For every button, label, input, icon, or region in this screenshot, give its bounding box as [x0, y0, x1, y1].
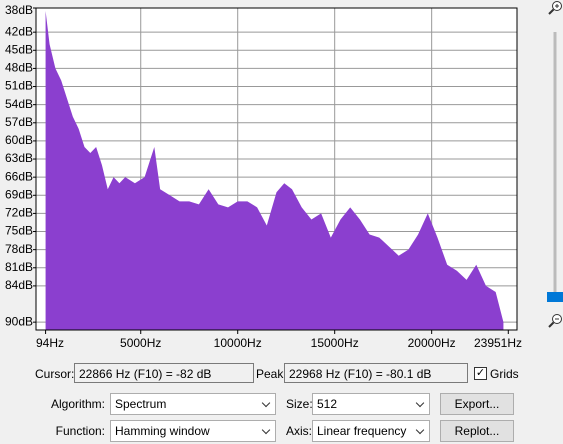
algorithm-select[interactable]: Spectrum: [110, 393, 276, 415]
y-tick-label: 90dB: [5, 314, 33, 328]
y-tick-label: 84dB: [5, 278, 33, 292]
y-tick-label: 75dB: [5, 224, 33, 238]
y-tick-label: 48dB: [5, 61, 33, 75]
x-tick-label: 20000Hz: [408, 336, 456, 350]
cursor-field: 22866 Hz (F10) = -82 dB: [74, 363, 254, 383]
x-tick-label: 23951Hz: [474, 336, 522, 350]
y-tick-label: 81dB: [5, 260, 33, 274]
size-select[interactable]: 512: [312, 393, 430, 415]
y-tick-label: 51dB: [5, 79, 33, 93]
grids-label: Grids: [490, 367, 519, 381]
x-tick-label: 10000Hz: [214, 336, 262, 350]
peak-label: Peak:: [256, 367, 287, 381]
y-tick-label: 66dB: [5, 169, 33, 183]
plot-frame: [35, 7, 518, 331]
size-label: Size:: [286, 397, 313, 411]
x-tick-label: 15000Hz: [311, 336, 359, 350]
zoom-out-icon[interactable]: [548, 314, 562, 328]
grids-checkbox[interactable]: ✓: [474, 367, 487, 380]
y-tick-label: 57dB: [5, 115, 33, 129]
zoom-slider[interactable]: [547, 32, 563, 302]
x-tick-label: 5000Hz: [120, 336, 161, 350]
y-tick-label: 42dB: [5, 24, 33, 38]
function-label: Function:: [55, 424, 105, 438]
y-tick-label: 78dB: [5, 242, 33, 256]
replot-button[interactable]: Replot...: [440, 420, 514, 442]
spectrum-area: [45, 11, 504, 331]
y-tick-label: 54dB: [5, 97, 33, 111]
axis-select[interactable]: Linear frequency: [312, 420, 430, 442]
y-tick-label: 38dB: [5, 3, 33, 17]
y-tick-label: 69dB: [5, 187, 33, 201]
y-tick-label: 63dB: [5, 151, 33, 165]
chart: 38dB 42dB 45dB 48dB 51dB 54dB 57dB 60dB 63dB 66dB…: [5, 1, 563, 350]
peak-field: 22968 Hz (F10) = -80.1 dB: [284, 363, 468, 383]
y-tick-label: 72dB: [5, 206, 33, 220]
y-tick-label: 60dB: [5, 133, 33, 147]
export-button[interactable]: Export...: [440, 393, 514, 415]
algorithm-label: Algorithm:: [50, 397, 105, 411]
cursor-label: Cursor:: [35, 367, 75, 381]
function-select[interactable]: Hamming window: [110, 420, 276, 442]
axis-label: Axis:: [286, 424, 313, 438]
zoom-in-icon[interactable]: [548, 1, 562, 15]
y-tick-label: 45dB: [5, 42, 33, 56]
x-tick-label: 94Hz: [36, 336, 64, 350]
slider-thumb[interactable]: [547, 292, 563, 302]
